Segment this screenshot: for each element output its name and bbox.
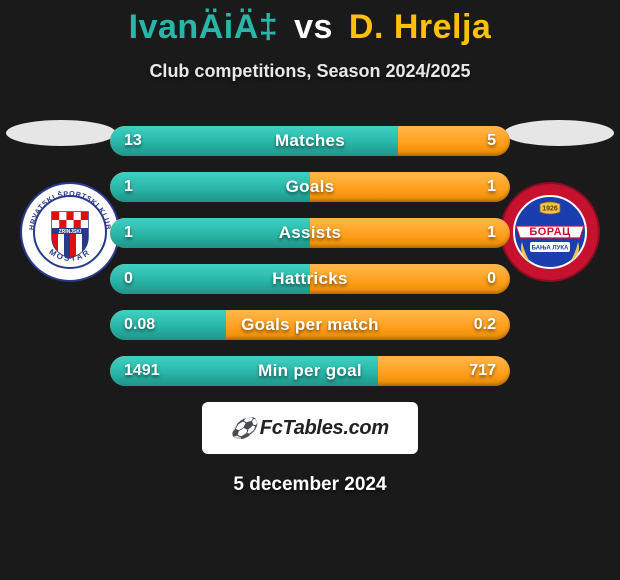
stat-row: 0.08Goals per match0.2 [110, 310, 510, 340]
svg-text:БОРАЦ: БОРАЦ [529, 226, 570, 238]
club-badge-right: 1926 БОРАЦ БАЊА ЛУКА [500, 182, 600, 282]
brand-badge[interactable]: ⚽ FcTables.com [202, 402, 418, 454]
stat-value-right: 1 [487, 218, 496, 248]
player2-name: D. Hrelja [349, 8, 491, 46]
stat-value-right: 5 [487, 126, 496, 156]
vs-text: vs [294, 8, 333, 46]
stat-row: 1Goals1 [110, 172, 510, 202]
svg-text:1926: 1926 [542, 206, 558, 213]
player2-head-placeholder [504, 120, 614, 146]
stat-value-right: 717 [469, 356, 496, 386]
content-area: HRVATSKI ŠPORTSKI KLUB MOSTAR ZRINJSKI [0, 126, 620, 496]
stat-row: 1491Min per goal717 [110, 356, 510, 386]
stat-value-right: 1 [487, 172, 496, 202]
stat-row: 13Matches5 [110, 126, 510, 156]
stat-label: Min per goal [110, 356, 510, 386]
stat-value-right: 0 [487, 264, 496, 294]
stat-row: 1Assists1 [110, 218, 510, 248]
stat-label: Goals per match [110, 310, 510, 340]
comparison-card: IvanÄiÄ‡ vs D. Hrelja Club competitions,… [0, 0, 620, 580]
club-badge-left: HRVATSKI ŠPORTSKI KLUB MOSTAR ZRINJSKI [20, 182, 120, 282]
stat-value-right: 0.2 [474, 310, 496, 340]
brand-text: FcTables.com [260, 417, 389, 440]
svg-text:БАЊА ЛУКА: БАЊА ЛУКА [532, 246, 569, 252]
player1-name: IvanÄiÄ‡ [129, 8, 279, 46]
page-title: IvanÄiÄ‡ vs D. Hrelja [0, 0, 620, 47]
subtitle: Club competitions, Season 2024/2025 [0, 61, 620, 82]
stat-label: Hattricks [110, 264, 510, 294]
stat-label: Goals [110, 172, 510, 202]
player1-head-placeholder [6, 120, 116, 146]
stat-row: 0Hattricks0 [110, 264, 510, 294]
stat-label: Assists [110, 218, 510, 248]
date-text: 5 december 2024 [0, 474, 620, 496]
brand-slash-icon: ⚽ [228, 416, 259, 441]
stats-list: 13Matches51Goals11Assists10Hattricks00.0… [110, 126, 510, 386]
stat-label: Matches [110, 126, 510, 156]
